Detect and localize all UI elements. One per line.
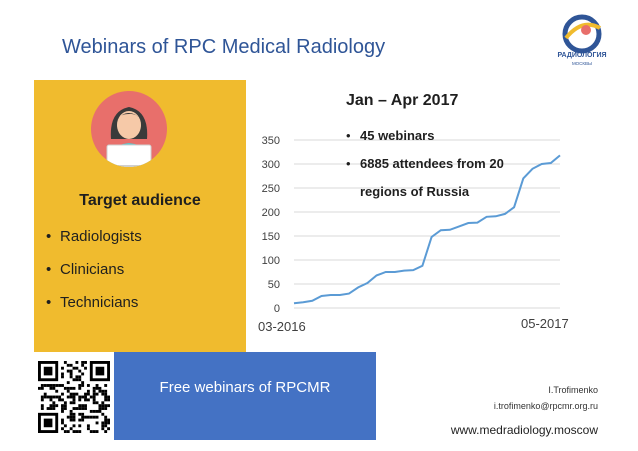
y-tick-label: 0 [274, 303, 280, 315]
author-email[interactable]: i.trofimenko@rpcmr.org.ru [493, 401, 598, 411]
page-title: Webinars of RPC Medical Radiology [62, 36, 386, 58]
chart-note-text: regions of Russia [360, 184, 470, 199]
audience-item-label: Clinicians [60, 261, 125, 278]
y-tick-label: 50 [268, 279, 280, 291]
y-tick-label: 150 [262, 231, 280, 243]
target-audience-title: Target audience [79, 192, 201, 209]
chart-note: • 6885 attendees from 20 [346, 156, 504, 171]
author-name: I.Trofimenko [548, 385, 598, 395]
webinars-banner[interactable]: Free webinars of RPCMR [114, 352, 376, 440]
x-axis-start-label: 03-2016 [258, 319, 306, 334]
y-tick-label: 250 [262, 183, 280, 195]
qr-code-icon[interactable] [38, 361, 110, 433]
doctor-avatar-icon [91, 91, 167, 167]
banner-text: Free webinars of RPCMR [159, 379, 331, 396]
logo-subtext: МОСКВЫ [571, 61, 593, 66]
website-link[interactable]: www.medradiology.moscow [450, 423, 598, 437]
chart-note-text: 45 webinars [360, 128, 435, 143]
radiology-logo-icon [562, 14, 602, 54]
chart-note: • 45 webinars [346, 128, 435, 143]
y-tick-label: 100 [262, 255, 280, 267]
audience-item: • Technicians [46, 294, 139, 311]
logo-text: РАДИОЛОГИЯ [557, 52, 607, 59]
y-tick-label: 350 [262, 135, 280, 147]
audience-item-label: Radiologists [60, 228, 142, 245]
y-tick-label: 200 [262, 207, 280, 219]
audience-item: • Clinicians [46, 261, 125, 278]
chart-period-title: Jan – Apr 2017 [346, 92, 459, 109]
audience-list: • Radiologists • Clinicians • Technicians [46, 227, 142, 326]
attendees-line-chart: 0 50 100 150 200 250 300 350 [262, 135, 561, 315]
chart-note: regions of Russia [346, 178, 504, 206]
target-audience-panel: Target audience • Radiologists • Clinician… [34, 80, 246, 370]
audience-item: • Radiologists [46, 228, 142, 245]
audience-item-label: Technicians [60, 294, 139, 311]
series-line [293, 154, 561, 305]
y-tick-label: 300 [262, 159, 280, 171]
chart-notes: • 45 webinars • 6885 attendees from 20 reg… [346, 122, 504, 206]
chart-note-text: 6885 attendees from 20 [360, 156, 504, 171]
x-axis-end-label: 05-2017 [521, 316, 569, 331]
